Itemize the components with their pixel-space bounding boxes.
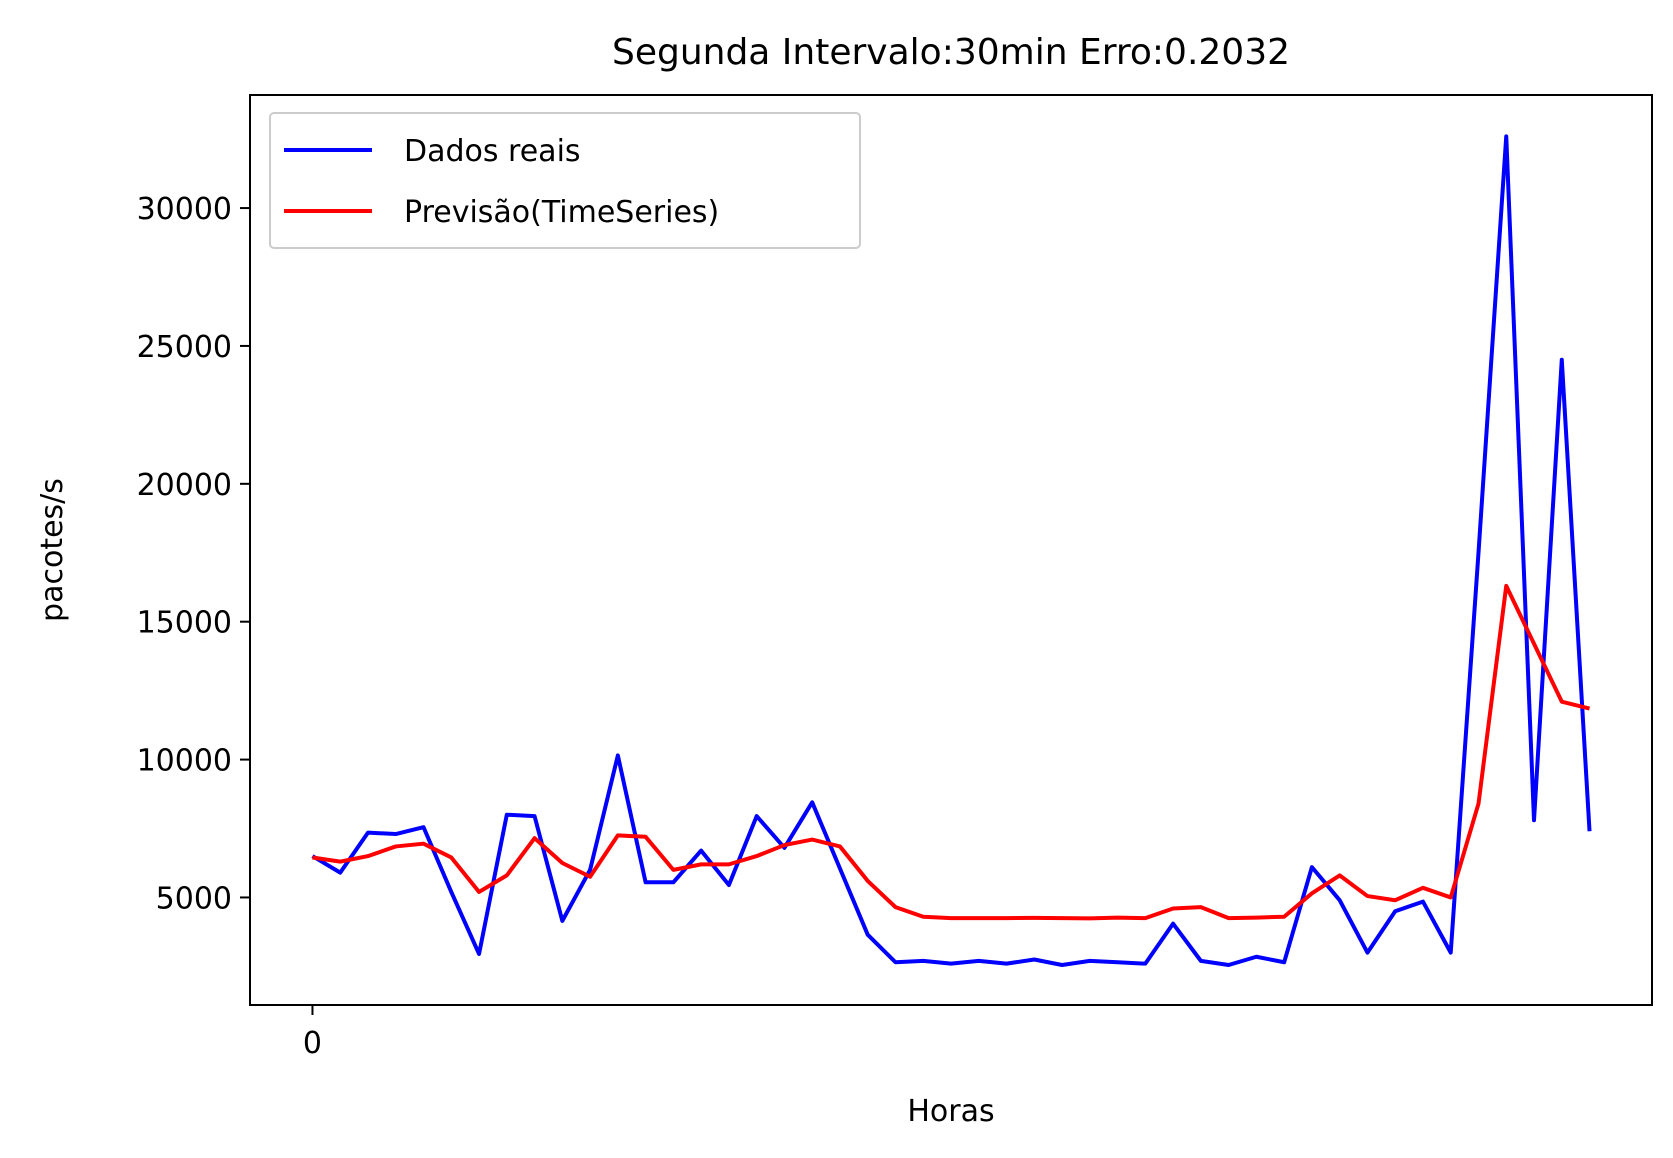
legend: Dados reais Previsão(TimeSeries) [269, 112, 861, 249]
legend-box [269, 112, 861, 249]
plot-frame [249, 94, 1653, 1006]
series-group [311, 134, 1592, 968]
x-axis-ticks: 0 [303, 1005, 322, 1061]
y-tick-label: 30000 [137, 192, 232, 227]
series-line-0 [311, 134, 1592, 968]
y-tick-label: 25000 [137, 330, 232, 365]
y-tick-label: 5000 [156, 881, 232, 916]
y-tick-label: 15000 [137, 606, 232, 641]
series-line-1 [312, 583, 1591, 921]
y-tick-label: 10000 [137, 744, 232, 779]
x-axis-label: Horas [907, 1094, 994, 1129]
y-axis-label: pacotes/s [35, 478, 70, 622]
legend-label-1: Previsão(TimeSeries) [404, 195, 719, 230]
plot-area [311, 134, 1592, 968]
x-tick-label: 0 [303, 1026, 322, 1061]
chart-title: Segunda Intervalo:30min Erro:0.2032 [612, 32, 1290, 73]
y-tick-label: 20000 [137, 468, 232, 503]
y-axis-ticks: 5000 10000 15000 20000 25000 30000 [137, 192, 250, 916]
legend-label-0: Dados reais [404, 134, 581, 169]
